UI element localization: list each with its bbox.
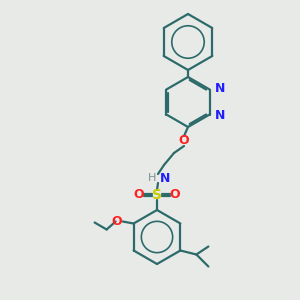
Text: O: O bbox=[170, 188, 180, 202]
Text: S: S bbox=[152, 188, 162, 202]
Text: N: N bbox=[160, 172, 170, 184]
Text: O: O bbox=[179, 134, 189, 148]
Text: N: N bbox=[215, 109, 225, 122]
Text: O: O bbox=[111, 215, 122, 228]
Text: H: H bbox=[148, 173, 156, 183]
Text: N: N bbox=[215, 82, 225, 95]
Text: O: O bbox=[134, 188, 144, 202]
